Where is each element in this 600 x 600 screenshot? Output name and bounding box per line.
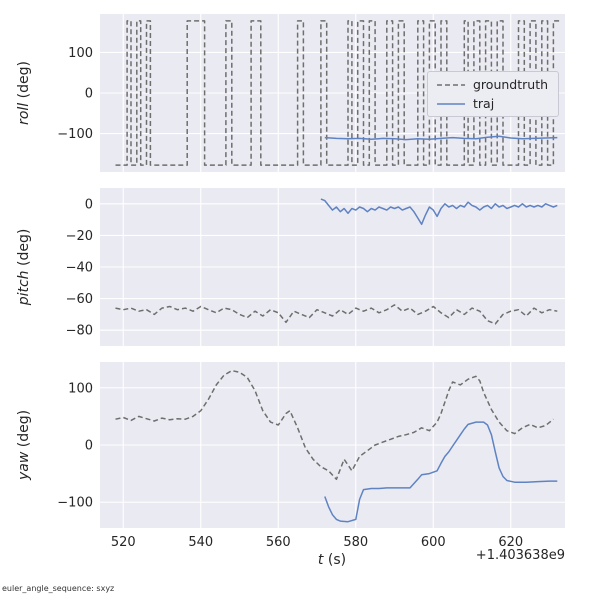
ylabel-yaw-var: yaw — [16, 451, 32, 481]
x-tick-label: 560 — [266, 535, 291, 550]
ylabel-roll-unit: (deg) — [16, 61, 32, 99]
legend-item-groundtruth: groundtruth — [436, 77, 548, 92]
groundtruth-dashed-line-sample — [437, 83, 465, 86]
y-tick-label: −100 — [57, 127, 93, 142]
series-line-traj — [320, 198, 558, 226]
series-line-groundtruth — [115, 20, 560, 166]
y-tick-label: −100 — [57, 496, 93, 511]
x-tick-label: 540 — [188, 535, 213, 550]
legend-label-traj: traj — [473, 96, 495, 111]
legend: groundtruth traj — [427, 71, 560, 117]
xlabel-var: t — [317, 552, 324, 568]
y-tick-label: −60 — [66, 292, 93, 307]
y-tick-label: −80 — [66, 324, 93, 339]
x-tick-label: 580 — [343, 535, 368, 550]
y-tick-label: 100 — [68, 46, 93, 61]
xlabel: t (s) — [318, 552, 346, 568]
y-tick-label: −20 — [66, 229, 93, 244]
legend-item-traj: traj — [436, 96, 548, 111]
x-tick-label: 600 — [421, 535, 446, 550]
ylabel-pitch-var: pitch — [16, 270, 32, 306]
y-tick-label: 0 — [85, 197, 93, 212]
ylabel-yaw: yaw (deg) — [16, 410, 32, 480]
series-line-groundtruth — [115, 369, 554, 481]
ylabel-roll: roll (deg) — [16, 61, 32, 125]
y-tick-label: −40 — [66, 261, 93, 276]
y-tick-label: 100 — [68, 381, 93, 396]
legend-label-groundtruth: groundtruth — [473, 77, 549, 92]
x-offset-label: +1.403638e9 — [475, 548, 565, 563]
traj-solid-line-sample — [437, 102, 465, 105]
ylabel-roll-var: roll — [16, 102, 32, 125]
x-tick-label: 620 — [498, 535, 523, 550]
y-tick-label: 0 — [85, 87, 93, 102]
ylabel-pitch: pitch (deg) — [16, 229, 32, 306]
series-line-groundtruth — [115, 304, 558, 325]
xlabel-unit: (s) — [327, 552, 347, 568]
series-line-traj — [324, 421, 558, 523]
ylabel-yaw-unit: (deg) — [16, 409, 32, 448]
ylabel-pitch-unit: (deg) — [16, 228, 32, 267]
footer-note: euler_angle_sequence: sxyz — [2, 584, 115, 593]
y-tick-label: 0 — [85, 439, 93, 454]
series-line-traj — [324, 135, 558, 141]
x-tick-label: 520 — [111, 535, 136, 550]
